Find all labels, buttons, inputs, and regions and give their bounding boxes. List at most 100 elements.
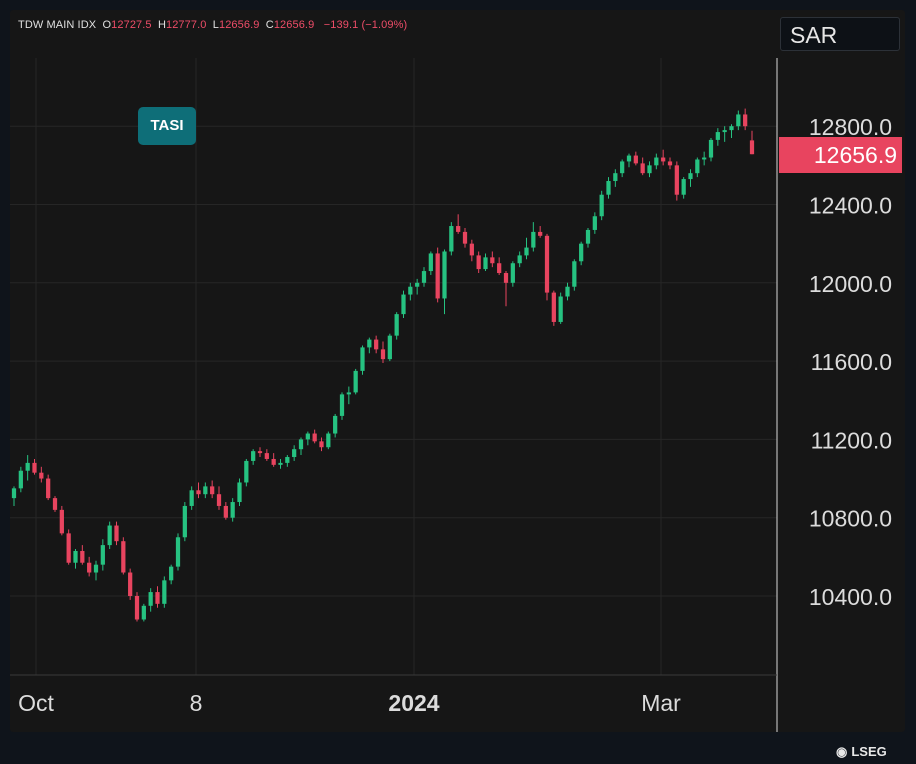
candle (524, 237, 529, 260)
candle-body (73, 550, 78, 563)
candle (538, 226, 543, 238)
candle-body (729, 126, 734, 131)
branding: ◉ LSEG (836, 744, 887, 760)
candle-body (203, 486, 208, 495)
candle-body (674, 165, 679, 195)
candle-body (490, 257, 495, 264)
candle (592, 212, 597, 234)
price-axis[interactable]: 10400.0 10800.0 11200.0 11600.0 12000.0 12400… (809, 114, 892, 610)
candle-body (264, 453, 269, 459)
ohlc-header: TDW MAIN IDX O12727.5 H12777.0 L12656.9 … (18, 19, 407, 31)
candle-body (237, 482, 242, 503)
candle (305, 431, 310, 446)
candle-body (633, 155, 638, 164)
candle-body (415, 282, 420, 287)
candle (462, 227, 468, 248)
candle (613, 169, 618, 187)
candle-body (497, 263, 502, 274)
candle-body (210, 486, 215, 495)
time-axis[interactable]: Oct 8 2024 Mar (18, 690, 681, 716)
candle-body (558, 296, 563, 322)
candle-body (148, 592, 153, 606)
candle-body (32, 462, 37, 473)
candle-body (483, 257, 488, 270)
candle (346, 386, 351, 405)
candle-body (572, 261, 577, 287)
candle (558, 292, 563, 324)
instrument-badge[interactable]: TASI (138, 107, 196, 145)
candle (46, 474, 51, 501)
candle (298, 437, 304, 456)
candle-body (606, 181, 611, 195)
candle-body (681, 179, 686, 195)
candle-body (59, 509, 64, 534)
candle-body (456, 226, 461, 232)
candle (237, 478, 242, 506)
time-tick-label: 2024 (388, 690, 439, 716)
candle-body (428, 253, 433, 272)
candle-body (626, 155, 632, 162)
candle-body (435, 253, 440, 299)
candle-body (80, 550, 85, 563)
candle-body (565, 286, 570, 297)
candle-body (223, 505, 228, 518)
candle-body (469, 243, 474, 256)
candle (456, 214, 461, 234)
candle-body (647, 165, 652, 174)
price-tick-label: 12400.0 (809, 193, 892, 219)
candle-body (169, 566, 174, 581)
candle (661, 149, 666, 166)
candle (203, 482, 208, 499)
candle (182, 502, 187, 542)
candle-body (620, 161, 625, 174)
candle (210, 480, 215, 499)
candle-body (93, 564, 99, 573)
price-tick-label: 10800.0 (809, 506, 892, 532)
candle (387, 333, 392, 362)
last-price-marker: 12656.9 (779, 137, 902, 173)
candle (401, 290, 406, 319)
candle (189, 486, 194, 510)
candle-body (271, 458, 276, 465)
candle-body (579, 243, 584, 262)
candle (326, 431, 331, 450)
candle-body (292, 449, 297, 458)
candle-body (449, 226, 454, 252)
candle (59, 505, 64, 536)
candle-body (517, 255, 522, 264)
candle-body (339, 394, 345, 416)
candle (551, 290, 556, 326)
candle (647, 161, 652, 178)
candle-body (592, 216, 597, 230)
candle-body (722, 130, 727, 133)
candle-body (353, 370, 358, 393)
candle-body (654, 157, 659, 166)
candle-body (599, 194, 604, 217)
candle-body (134, 596, 140, 620)
candle-body (360, 347, 365, 371)
candle (148, 588, 153, 612)
candle (73, 549, 78, 569)
candle-body (736, 114, 741, 127)
candle-body (175, 537, 181, 567)
candle (257, 447, 263, 458)
candle-body (531, 231, 536, 248)
candle-body (695, 159, 700, 174)
candle (367, 337, 372, 354)
candle-body (585, 229, 591, 244)
candle (490, 251, 495, 268)
currency-selector[interactable]: SAR (780, 17, 900, 51)
candle (32, 458, 37, 475)
change-value: −139.1 (−1.09%) (323, 19, 408, 31)
candle (196, 482, 201, 499)
candle (52, 496, 58, 512)
candle (688, 169, 693, 187)
price-tick-label: 10400.0 (809, 584, 892, 610)
candle-body (100, 545, 105, 565)
candle (216, 486, 222, 510)
candle-body (408, 286, 413, 295)
time-tick-label: Oct (18, 690, 54, 716)
candle-body (524, 247, 529, 256)
candle (681, 177, 686, 199)
